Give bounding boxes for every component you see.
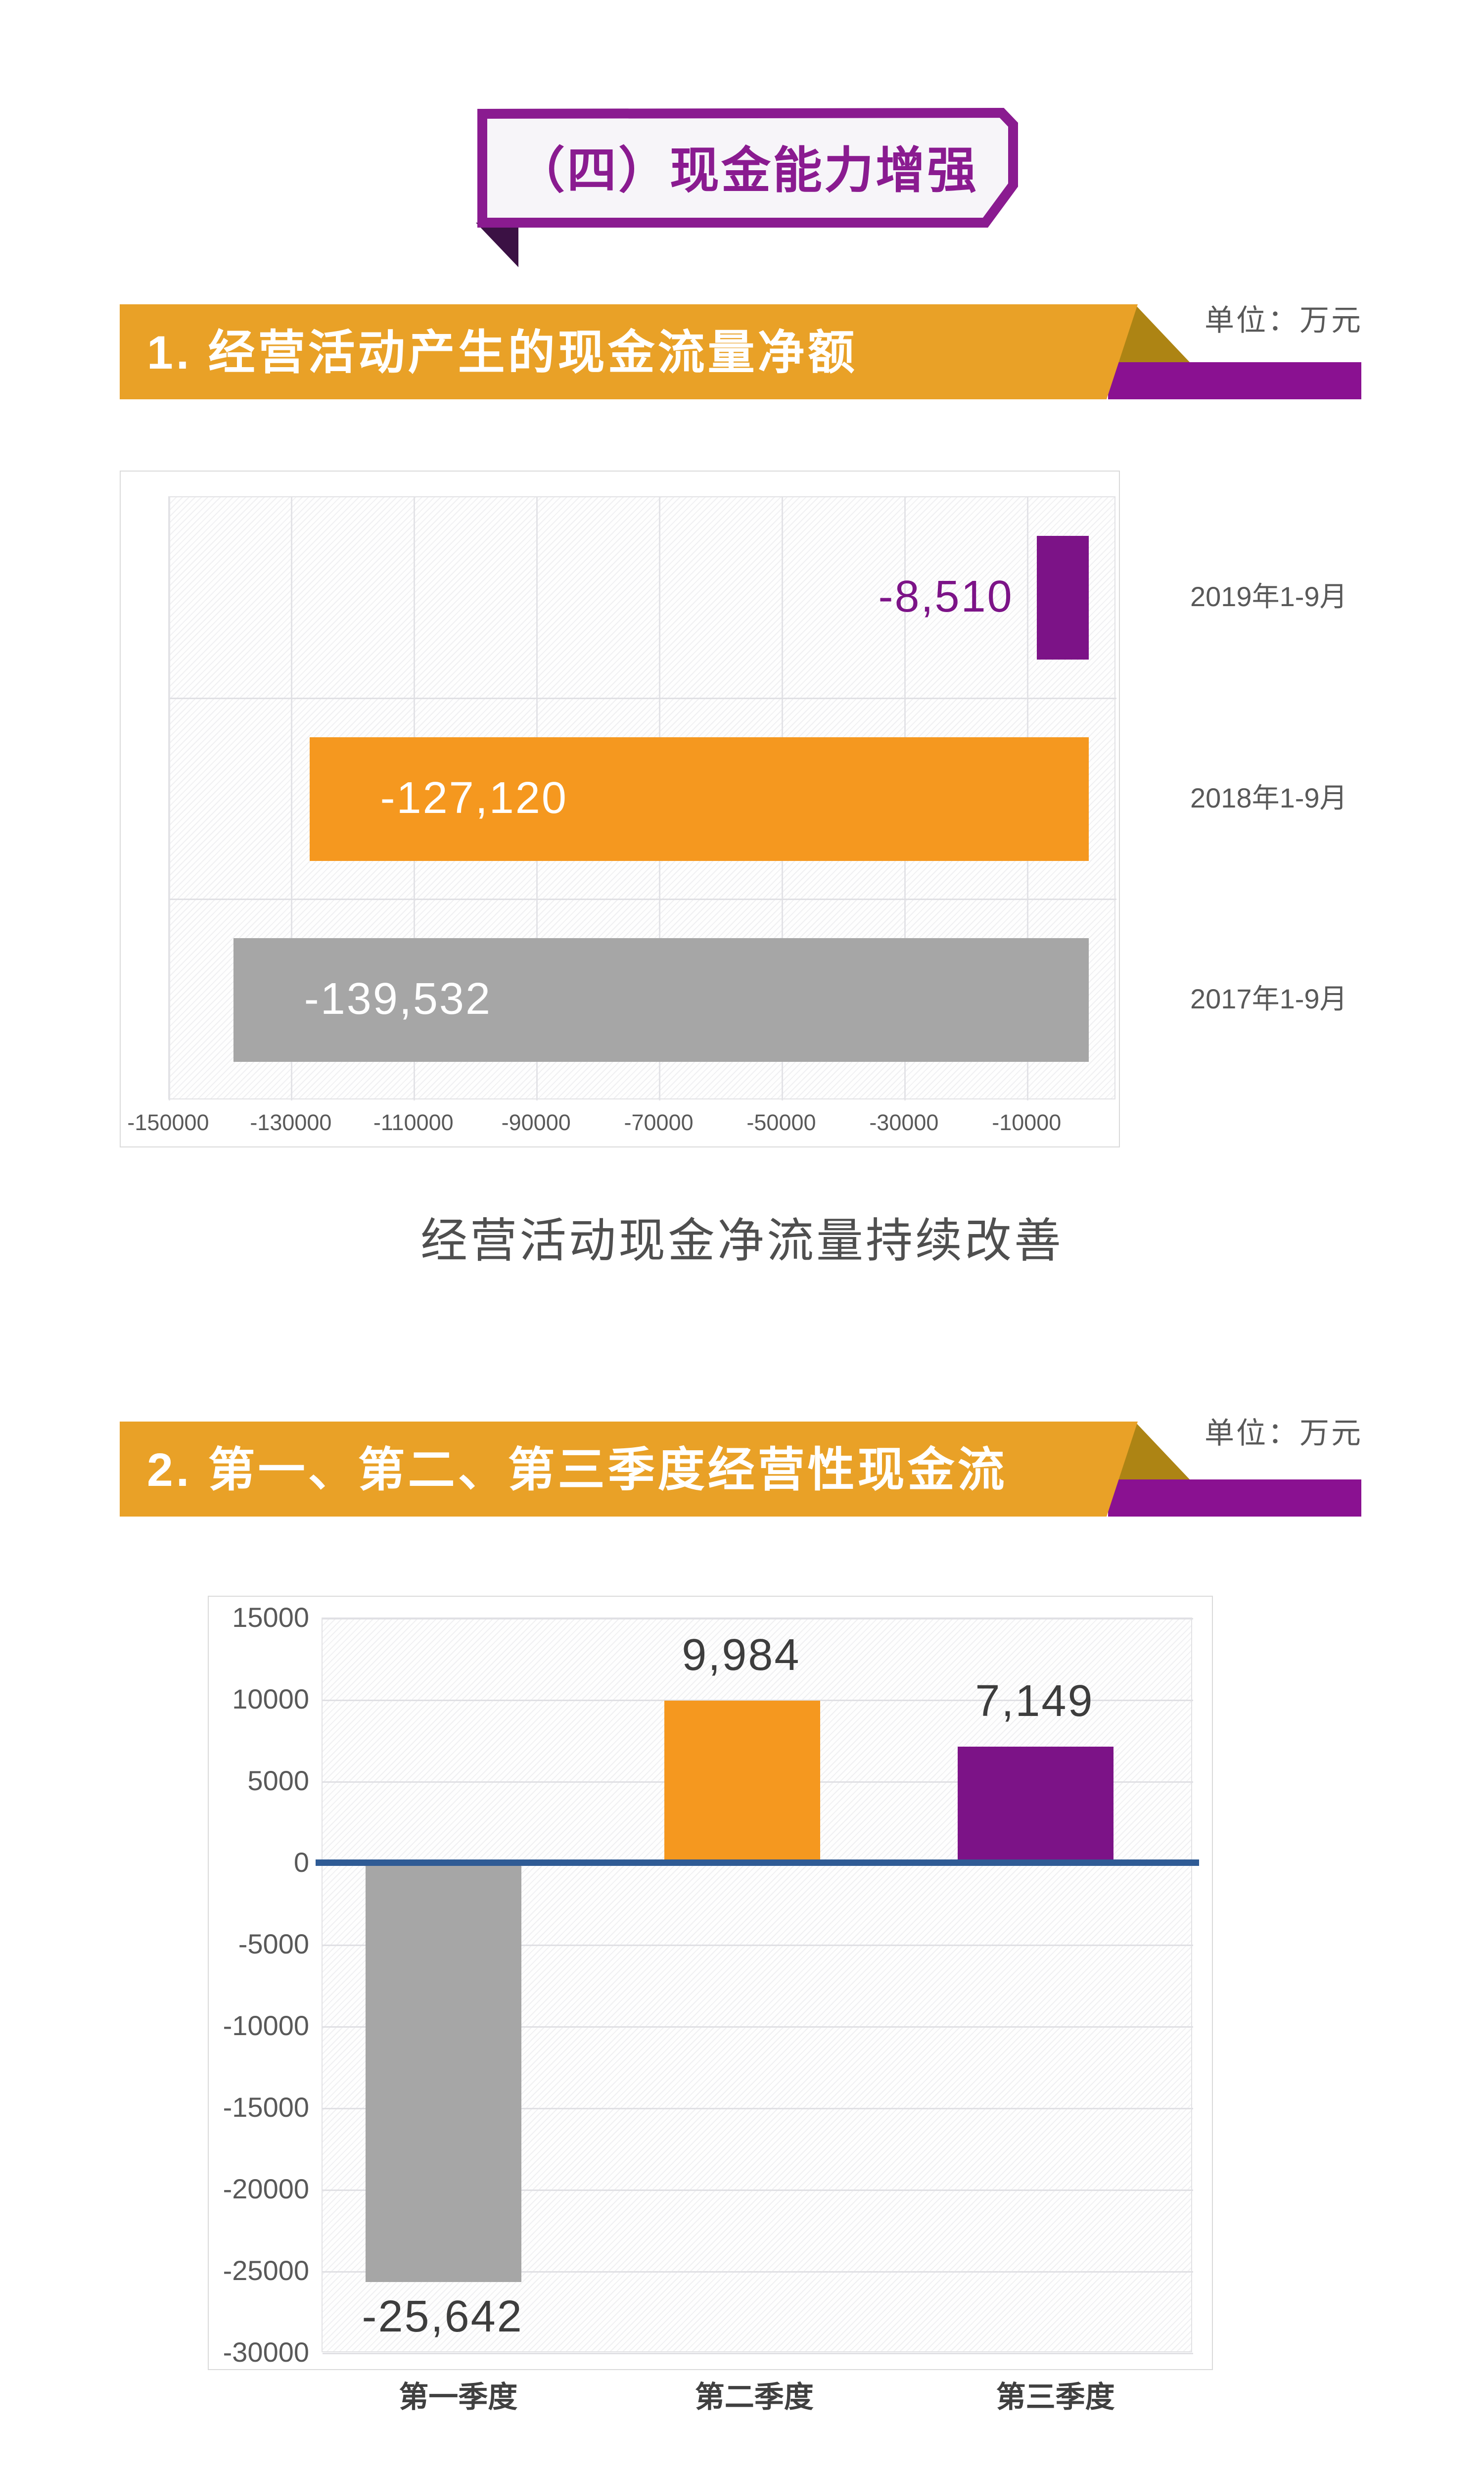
unit-label-2: 单位：万元 xyxy=(1205,1417,1363,1450)
banner-purple-band xyxy=(1108,1479,1361,1517)
x-axis-tick-label: -110000 xyxy=(373,1110,454,1135)
y-axis-tick-label: -25000 xyxy=(223,2255,309,2286)
chart1-caption: 经营活动现金净流量持续改善 xyxy=(420,1215,1064,1267)
banner-orange-ribbon xyxy=(120,1422,1138,1517)
badge-title: （四）现金能力增强 xyxy=(515,143,978,198)
x-axis-tick-label: -150000 xyxy=(127,1110,209,1135)
bar-value-label: -127,120 xyxy=(380,773,568,823)
banner-orange-ribbon xyxy=(120,304,1138,399)
unit-label-1: 单位：万元 xyxy=(1205,304,1363,337)
x-axis-tick-label: -10000 xyxy=(992,1110,1062,1135)
category-label: 第三季度 xyxy=(996,2380,1115,2414)
y-axis-tick-label: -20000 xyxy=(223,2173,309,2204)
y-axis-tick-label: -15000 xyxy=(223,2092,309,2123)
bar-value-label: -25,642 xyxy=(362,2292,523,2342)
chart-quarterly-operating-cashflow: 15000 10000 5000 0 -5000 -10000 -15000 -20000 -2… xyxy=(208,1596,1271,2457)
x-axis-tick-label: -30000 xyxy=(869,1110,939,1135)
bar-2018年1-9月 xyxy=(309,737,1089,861)
category-label: 2019年1-9月 xyxy=(1190,581,1347,613)
gridline xyxy=(169,697,1116,699)
banner-purple-band xyxy=(1108,362,1361,399)
bar-2019年1-9月 xyxy=(1036,536,1089,660)
section2-banner: 2. 第一、第二、第三季度经营性现金流 xyxy=(120,1422,1361,1517)
bar-第一季度 xyxy=(366,1863,522,2283)
chart1-plot-area xyxy=(168,496,1116,1100)
category-label: 2017年1-9月 xyxy=(1190,983,1347,1014)
bar-value-label: 7,149 xyxy=(975,1676,1094,1726)
gridline xyxy=(323,2189,1193,2191)
chart2-plot-area xyxy=(322,1618,1193,2354)
section1-title: 1. 经营活动产生的现金流量净额 xyxy=(147,327,858,379)
gridline xyxy=(323,1944,1193,1946)
x-axis-tick-label: -70000 xyxy=(624,1110,694,1135)
section2-title: 2. 第一、第二、第三季度经营性现金流 xyxy=(147,1444,1008,1496)
x-axis-tick-label: -130000 xyxy=(250,1110,332,1135)
y-axis-tick-label: 10000 xyxy=(232,1683,309,1714)
gridline xyxy=(323,2352,1193,2354)
section1-banner-shape xyxy=(120,304,1361,399)
gridline xyxy=(168,497,170,1100)
badge-body-shape xyxy=(477,107,1018,228)
section1-banner: 1. 经营活动产生的现金流量净额 xyxy=(120,304,1361,399)
y-axis-tick-label: -30000 xyxy=(223,2336,309,2368)
gridline xyxy=(323,2026,1193,2028)
badge-tail-shape xyxy=(476,223,518,267)
zero-axis-line xyxy=(316,1859,1199,1866)
gridline xyxy=(323,1618,1193,1619)
y-axis-tick-label: 15000 xyxy=(232,1602,309,1633)
gridline xyxy=(323,2271,1193,2273)
bar-value-label: -8,510 xyxy=(878,572,1014,622)
bar-value-label: 9,984 xyxy=(682,1630,801,1680)
y-axis-tick-label: -10000 xyxy=(223,2010,309,2041)
bar-第二季度 xyxy=(664,1700,820,1863)
x-axis-tick-label: -90000 xyxy=(501,1110,571,1135)
bar-第三季度 xyxy=(957,1747,1113,1863)
chart-net-operating-cashflow: -150000 -130000 -110000 -90000 -70000 -50000 -… xyxy=(120,471,1406,1173)
section-badge xyxy=(470,105,1064,273)
gridline xyxy=(291,497,293,1100)
bar-2017年1-9月 xyxy=(233,938,1089,1062)
gridline xyxy=(169,899,1116,901)
gridline xyxy=(323,1699,1193,1701)
x-axis-tick-label: -50000 xyxy=(746,1110,816,1135)
y-axis-tick-label: 0 xyxy=(293,1847,309,1878)
bar-value-label: -139,532 xyxy=(304,974,492,1024)
y-axis-tick-label: 5000 xyxy=(247,1765,309,1796)
badge-shape xyxy=(476,107,1018,267)
category-label: 第一季度 xyxy=(399,2380,518,2414)
section2-banner-shape xyxy=(120,1422,1361,1517)
category-label: 第二季度 xyxy=(695,2380,814,2414)
gridline xyxy=(323,2107,1193,2109)
y-axis-tick-label: -5000 xyxy=(238,1928,309,1959)
category-label: 2018年1-9月 xyxy=(1190,782,1347,813)
